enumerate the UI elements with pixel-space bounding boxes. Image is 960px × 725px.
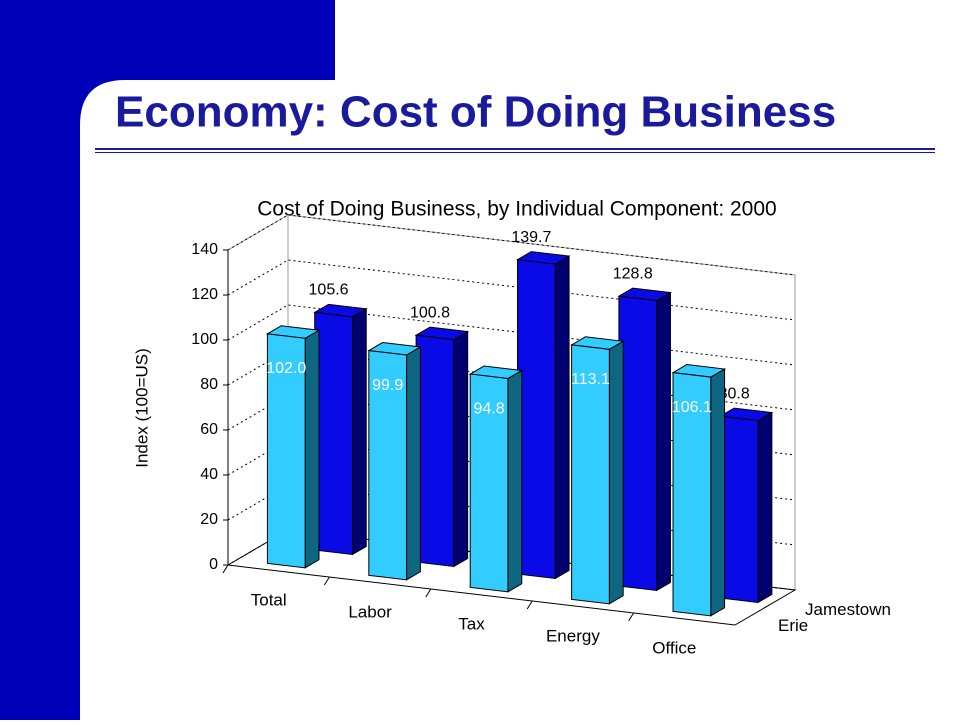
y-axis-label: Index (100=US)	[132, 348, 151, 468]
y-tick-label: 140	[191, 241, 218, 258]
bar	[719, 415, 759, 604]
value-label: 139.7	[511, 229, 551, 246]
bar	[314, 311, 353, 556]
y-tick-label: 100	[191, 331, 218, 348]
bar-side	[656, 291, 671, 592]
bar-side	[351, 307, 367, 556]
bar-side	[507, 369, 523, 593]
title-rule	[95, 148, 935, 150]
x-tick	[526, 600, 533, 610]
value-label: 106.1	[672, 399, 712, 416]
x-tick-label: Total	[251, 590, 287, 609]
x-tick-label: Labor	[348, 602, 392, 621]
bar-side	[453, 330, 469, 568]
bar-side	[757, 411, 773, 604]
y-tick-label: 120	[191, 286, 218, 303]
value-label: 102.0	[266, 360, 306, 377]
bar	[266, 333, 306, 569]
bar	[571, 344, 610, 605]
corner	[80, 80, 125, 125]
value-label: 113.1	[571, 371, 610, 388]
top-band	[0, 0, 335, 80]
y-tick-label: 80	[200, 376, 218, 393]
x-tick	[628, 612, 635, 622]
y-tick-label: 60	[200, 421, 218, 438]
bar	[415, 334, 455, 568]
x-tick-label: Tax	[458, 614, 485, 633]
value-label: 105.6	[309, 282, 349, 299]
bar-side	[554, 255, 570, 580]
x-tick	[425, 588, 432, 598]
value-label: 94.8	[474, 400, 505, 417]
x-tick	[323, 576, 330, 586]
x-tick-label: Energy	[546, 626, 600, 645]
series-label: Jamestown	[805, 600, 891, 619]
y-tick-label: 40	[200, 466, 218, 483]
y-tick-label: 20	[200, 511, 218, 528]
x-tick	[222, 564, 229, 574]
value-label: 99.9	[372, 377, 403, 394]
bar-side	[608, 340, 624, 605]
side-band	[0, 0, 80, 720]
y-tick-label: 0	[209, 556, 218, 573]
x-tick-label: Office	[652, 638, 696, 657]
slide-title: Economy: Cost of Doing Business	[115, 88, 836, 137]
bar-side	[710, 368, 726, 617]
series-label: Erie	[778, 616, 808, 635]
value-label: 80.8	[719, 385, 750, 402]
bar-side	[406, 346, 421, 581]
bar	[517, 259, 556, 580]
value-label: 100.8	[410, 304, 450, 321]
value-label: 128.8	[613, 265, 653, 282]
title-rule	[95, 152, 935, 153]
bar	[618, 295, 658, 592]
chart-title: Cost of Doing Business, by Individual Co…	[257, 198, 776, 221]
bar	[672, 372, 712, 617]
bar-side	[304, 329, 320, 569]
bar	[469, 373, 509, 593]
bar	[368, 350, 408, 581]
